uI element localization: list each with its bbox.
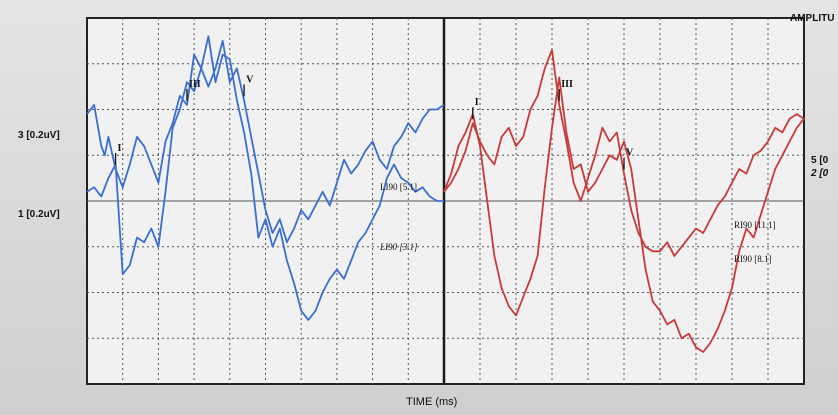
traces: [86, 35, 805, 353]
left-scale-bottom: 1 [0.2uV]: [18, 209, 60, 220]
amplitude-label: AMPLITU: [790, 13, 834, 24]
peak-label-I: I: [118, 143, 122, 154]
left-trace-1: [86, 40, 445, 244]
left-series-label-2: LI90 [3.1]: [379, 242, 418, 252]
right-scale-top: 5 [0: [811, 155, 829, 166]
right-trace-2: [443, 76, 805, 353]
peak-label-I: I: [475, 97, 479, 108]
right-series-label-1: RI90 [11.1]: [734, 220, 776, 230]
peak-label-V: V: [246, 74, 254, 85]
right-series-label-2: RI90 [8.1]: [734, 254, 772, 264]
peak-label-III: III: [189, 79, 201, 90]
peak-label-III: III: [561, 79, 573, 90]
right-trace-1: [443, 49, 805, 257]
peak-label-V: V: [626, 148, 634, 159]
grid: [87, 18, 804, 384]
right-scale-bottom: 2 [0: [810, 168, 829, 179]
left-scale-top: 3 [0.2uV]: [18, 130, 60, 141]
left-trace-2: [86, 35, 444, 321]
x-axis-label: TIME (ms): [406, 396, 457, 408]
left-series-label-1: LI90 [5.1]: [380, 182, 417, 192]
